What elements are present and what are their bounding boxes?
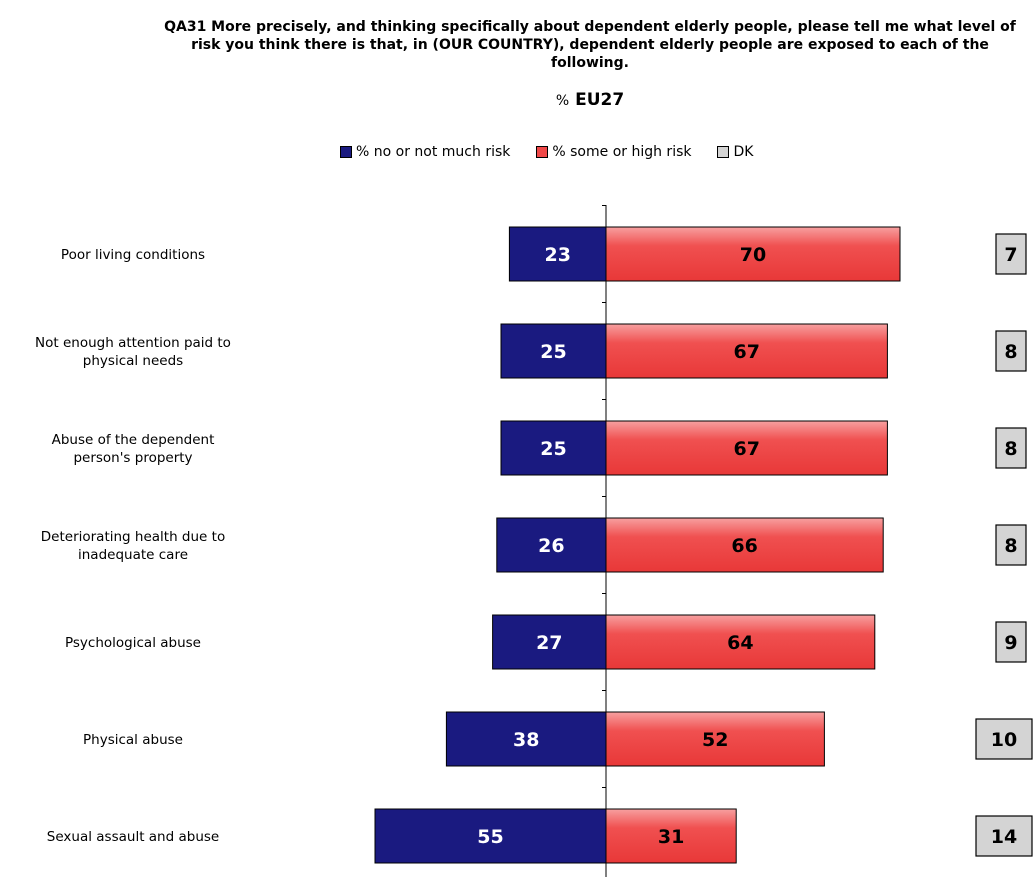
category-label: Psychological abuse bbox=[65, 635, 201, 651]
dk-box bbox=[995, 233, 1027, 275]
subtitle-prefix: % bbox=[555, 93, 570, 109]
data-label-no-risk: 55 bbox=[477, 826, 503, 848]
bar-no-risk bbox=[500, 420, 607, 476]
bar-some-risk bbox=[605, 808, 737, 864]
legend-label-some-risk: % some or high risk bbox=[552, 144, 692, 160]
bar-no-risk bbox=[374, 808, 607, 864]
chart-subtitle: % EU27 bbox=[150, 90, 1030, 110]
dk-box bbox=[995, 330, 1027, 372]
data-label-dk: 8 bbox=[1004, 341, 1017, 363]
data-label-no-risk: 26 bbox=[538, 535, 564, 557]
data-label-dk: 14 bbox=[991, 826, 1017, 848]
bar-some-risk bbox=[605, 614, 876, 670]
category-label: physical needs bbox=[83, 353, 183, 369]
data-label-dk: 8 bbox=[1004, 438, 1017, 460]
category-label: Poor living conditions bbox=[61, 247, 205, 263]
category-label: inadequate care bbox=[78, 547, 188, 563]
legend-item-no-risk: % no or not much risk bbox=[340, 144, 510, 160]
bar-some-risk bbox=[605, 420, 888, 476]
legend-label-dk: DK bbox=[733, 144, 754, 160]
dk-box bbox=[975, 718, 1033, 760]
bar-no-risk bbox=[445, 711, 607, 767]
bar-some-risk bbox=[605, 323, 888, 379]
category-label: Deteriorating health due to bbox=[41, 529, 225, 545]
data-label-some-risk: 70 bbox=[740, 244, 766, 266]
category-label: person's property bbox=[73, 450, 192, 466]
data-label-some-risk: 64 bbox=[727, 632, 753, 654]
chart-title: QA31 More precisely, and thinking specif… bbox=[164, 19, 1016, 71]
category-label: Physical abuse bbox=[83, 732, 183, 748]
data-label-no-risk: 38 bbox=[513, 729, 539, 751]
category-label: Abuse of the dependent bbox=[52, 432, 215, 448]
data-label-some-risk: 52 bbox=[702, 729, 728, 751]
data-label-no-risk: 27 bbox=[536, 632, 562, 654]
bar-no-risk bbox=[492, 614, 607, 670]
legend-swatch-no-risk bbox=[340, 146, 352, 158]
data-label-dk: 10 bbox=[991, 729, 1017, 751]
legend-swatch-dk bbox=[717, 146, 730, 158]
dk-box bbox=[995, 621, 1027, 663]
dk-box bbox=[995, 427, 1027, 469]
legend-item-some-risk: % some or high risk bbox=[536, 144, 691, 160]
data-label-no-risk: 25 bbox=[540, 341, 566, 363]
bar-some-risk bbox=[605, 226, 901, 282]
bar-some-risk bbox=[605, 517, 884, 573]
data-label-no-risk: 23 bbox=[544, 244, 570, 266]
data-label-some-risk: 31 bbox=[658, 826, 684, 848]
subtitle-text: EU27 bbox=[575, 90, 625, 110]
data-label-dk: 7 bbox=[1004, 244, 1017, 266]
data-label-no-risk: 25 bbox=[540, 438, 566, 460]
dk-box bbox=[995, 524, 1027, 566]
data-label-dk: 9 bbox=[1004, 632, 1017, 654]
data-label-some-risk: 67 bbox=[733, 438, 759, 460]
bar-no-risk bbox=[508, 226, 607, 282]
data-label-some-risk: 67 bbox=[733, 341, 759, 363]
category-label: Not enough attention paid to bbox=[35, 335, 231, 351]
legend: % no or not much risk % some or high ris… bbox=[340, 142, 753, 162]
dk-box bbox=[975, 815, 1033, 857]
legend-swatch-some-risk bbox=[536, 146, 549, 158]
data-label-dk: 8 bbox=[1004, 535, 1017, 557]
category-label: Sexual assault and abuse bbox=[47, 829, 219, 845]
data-label-some-risk: 66 bbox=[731, 535, 757, 557]
legend-item-dk: DK bbox=[717, 144, 753, 160]
legend-label-no-risk: % no or not much risk bbox=[356, 144, 511, 160]
